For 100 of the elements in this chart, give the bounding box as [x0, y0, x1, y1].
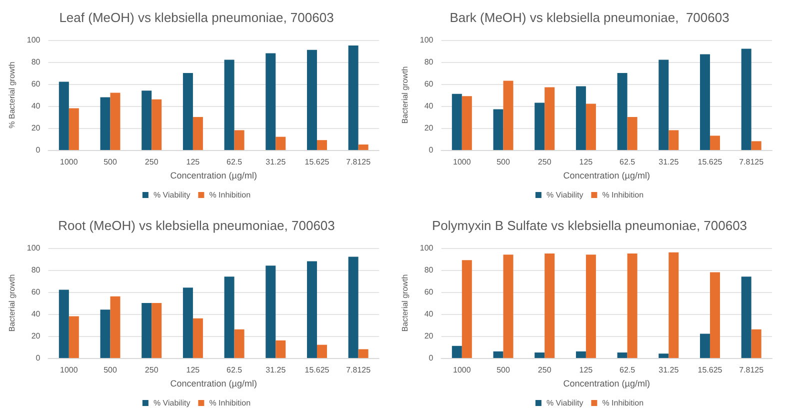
y-tick-label: 0 — [36, 354, 41, 362]
chart-title: Leaf (MeOH) vs klebsiella pneumoniae, 700603 — [59, 10, 334, 25]
x-tick-label: 125 — [186, 366, 200, 374]
bar — [348, 256, 358, 358]
bar — [306, 50, 317, 150]
bar — [182, 73, 193, 150]
bar — [658, 60, 669, 150]
bar — [741, 48, 752, 150]
y-tick-label: 60 — [31, 288, 41, 296]
x-axis-title: Concentration (µg/ml) — [563, 378, 650, 388]
bar — [576, 351, 586, 358]
bar — [234, 329, 244, 358]
x-axis-title: Concentration (µg/ml) — [563, 170, 650, 180]
bar — [152, 99, 162, 150]
y-tick-label: 40 — [31, 310, 41, 318]
x-tick-label: 31.25 — [658, 158, 680, 166]
y-tick-label: 60 — [424, 288, 434, 296]
y-tick-label: 100 — [420, 244, 434, 252]
y-tick-label: 20 — [31, 124, 41, 132]
y-tick-label: 20 — [31, 332, 41, 340]
x-tick-label: 1000 — [453, 158, 472, 166]
bar — [493, 109, 504, 150]
bar — [627, 254, 638, 358]
legend-label: % Inhibition — [602, 398, 644, 408]
legend-label: % Viability — [546, 398, 584, 408]
bar — [100, 310, 110, 358]
x-tick-label: 15.625 — [304, 158, 330, 166]
x-tick-label: 62.5 — [226, 366, 243, 374]
x-axis-title: Concentration (µg/ml) — [170, 170, 257, 180]
y-axis-title: % Bacterial growth — [8, 62, 16, 128]
bar — [224, 276, 234, 358]
bar — [224, 60, 234, 150]
y-tick-label: 0 — [36, 146, 41, 154]
bar — [58, 82, 69, 150]
x-tick-label: 15.625 — [698, 158, 723, 166]
x-tick-label: 500 — [104, 366, 118, 374]
x-tick-label: 500 — [104, 158, 118, 166]
bar — [68, 108, 79, 150]
x-tick-label: 250 — [144, 366, 159, 374]
bar — [493, 351, 504, 358]
y-tick-label: 40 — [424, 310, 434, 318]
bar — [142, 303, 152, 358]
bar — [668, 130, 679, 150]
bar — [348, 46, 358, 150]
chart-title: Root (MeOH) vs klebsiella pneumoniae, 700603 — [58, 218, 335, 233]
bar — [700, 334, 710, 358]
bar — [306, 261, 317, 358]
bar — [100, 97, 110, 150]
legend-label: % Inhibition — [209, 398, 251, 408]
bar — [142, 90, 152, 150]
bar — [751, 329, 762, 358]
bar — [534, 352, 545, 358]
bar — [276, 340, 286, 358]
y-tick-label: 0 — [428, 146, 434, 154]
x-tick-label: 62.5 — [620, 366, 636, 374]
y-tick-label: 100 — [26, 244, 41, 252]
bar — [110, 92, 120, 150]
y-tick-label: 100 — [26, 36, 41, 44]
x-tick-label: 250 — [538, 366, 552, 374]
y-axis-title: Bacterial growth — [400, 274, 410, 332]
bar — [710, 136, 720, 150]
bar — [576, 86, 586, 150]
x-tick-label: 1000 — [60, 366, 78, 374]
x-tick-label: 7.8125 — [346, 366, 372, 374]
bar — [534, 102, 545, 150]
bar — [276, 136, 286, 150]
y-tick-label: 40 — [424, 102, 434, 110]
bar — [462, 96, 472, 150]
bar — [627, 117, 638, 150]
bar — [266, 53, 276, 150]
y-tick-label: 80 — [31, 58, 41, 66]
bar — [741, 276, 752, 358]
bar — [586, 104, 596, 150]
x-tick-label: 500 — [496, 366, 510, 374]
bar — [617, 73, 628, 150]
bar — [503, 254, 514, 358]
x-tick-label: 500 — [496, 158, 510, 166]
x-axis-title: Concentration (µg/ml) — [170, 378, 257, 388]
y-tick-label: 20 — [424, 332, 434, 340]
y-tick-label: 80 — [424, 266, 434, 274]
y-axis-title: Bacterial growth — [400, 66, 410, 124]
x-tick-label: 125 — [579, 366, 594, 374]
bar — [452, 94, 462, 150]
bar — [192, 117, 203, 150]
bar — [710, 272, 720, 358]
x-tick-label: 15.625 — [304, 366, 330, 374]
bar — [316, 140, 327, 150]
bar — [358, 349, 368, 358]
y-tick-label: 0 — [428, 354, 434, 362]
y-tick-label: 80 — [424, 58, 434, 66]
bar — [751, 141, 762, 150]
y-tick-label: 100 — [420, 36, 434, 44]
bar — [700, 54, 710, 150]
bar — [192, 318, 203, 358]
legend-label: % Viability — [153, 398, 190, 408]
bar — [462, 260, 472, 358]
y-tick-label: 60 — [424, 80, 434, 88]
legend-label: % Viability — [153, 190, 190, 200]
bar — [266, 266, 276, 358]
chart-title: Polymyxin B Sulfate vs klebsiella pneumoniae, 700603 — [432, 218, 748, 233]
